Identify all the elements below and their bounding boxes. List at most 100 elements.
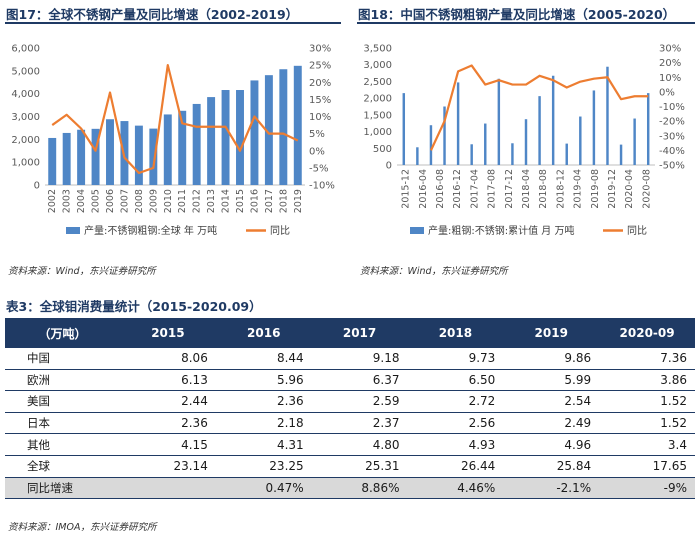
table-cell: 4.93 <box>407 433 504 456</box>
table-cell: 4.96 <box>503 433 600 456</box>
x-tick-label: 2010 <box>163 189 174 213</box>
table-cell: 1.52 <box>599 390 695 413</box>
y-tick-label-right: 10% <box>309 112 331 123</box>
x-tick-label: 2006 <box>105 189 116 213</box>
table-cell: 1.52 <box>599 412 695 435</box>
legend-label-line: 同比 <box>627 225 647 237</box>
table-cell: -2.1% <box>503 477 600 500</box>
x-tick-label: 2018 <box>278 189 289 213</box>
y-tick-label-left: 2,500 <box>363 77 392 88</box>
table-cell: 9.86 <box>503 348 600 370</box>
table-row-label: 全球 <box>5 455 120 478</box>
table-cell: 6.50 <box>407 369 504 392</box>
y-tick-label-left: 2,000 <box>11 135 40 146</box>
bar <box>91 128 100 185</box>
fig17-title: 图17：全球不锈钢产量及同比增速（2002-2019） <box>6 7 299 22</box>
x-tick-label: 2018-04 <box>521 169 532 209</box>
y-tick-label-right: -50% <box>659 161 685 172</box>
x-tick-label: 2020-04 <box>624 169 635 209</box>
table-cell: 2.56 <box>407 412 504 435</box>
x-tick-label: 2005 <box>91 189 102 213</box>
table-row: 同比增速 0.47% 8.86% 4.46% -2.1% -9% <box>5 477 695 500</box>
bar <box>178 110 187 185</box>
table-cell: 6.13 <box>120 369 216 392</box>
x-tick-label: 2015 <box>235 189 246 213</box>
y-tick-label-left: 6,000 <box>11 44 40 55</box>
table-cell: 2.44 <box>120 390 216 413</box>
table-row: 全球 23.14 23.25 25.31 26.44 25.84 17.65 <box>5 455 695 478</box>
y-tick-label-left: 500 <box>373 144 392 155</box>
bar <box>497 78 501 165</box>
y-tick-label-left: 1,000 <box>363 127 392 138</box>
table-cell: 2.36 <box>215 390 312 413</box>
table3-header-unit: （万吨） <box>5 318 120 348</box>
y-tick-label-right: 15% <box>309 95 331 106</box>
table-row: 日本 2.36 2.18 2.37 2.56 2.49 1.52 <box>5 412 695 435</box>
x-tick-label: 2007 <box>119 189 130 213</box>
bar <box>402 93 406 165</box>
table-row: 欧洲 6.13 5.96 6.37 6.50 5.99 3.86 <box>5 369 695 392</box>
table-cell: 7.36 <box>599 348 695 370</box>
x-tick-label: 2014 <box>221 189 232 213</box>
bar <box>192 103 201 185</box>
y-tick-label-right: 0% <box>659 87 675 98</box>
y-tick-label-right: -20% <box>659 117 685 128</box>
bar <box>416 147 419 165</box>
table-row: 中国 8.06 8.44 9.18 9.73 9.86 7.36 <box>5 348 695 370</box>
table-cell: 17.65 <box>599 455 695 478</box>
table-cell: 2.37 <box>311 412 408 435</box>
fig18-title-underline <box>357 22 695 24</box>
bar <box>264 75 273 185</box>
bar <box>236 90 244 185</box>
table3-header-2018: 2018 <box>407 318 504 348</box>
fig17-chart: 0 1,000 2,000 3,000 4,000 5,000 6,000 -10% -5% 0%… <box>11 44 334 238</box>
table-cell: 4.80 <box>311 433 408 456</box>
x-tick-label: 2017-12 <box>504 169 515 209</box>
table3-title: 表3：全球钼消费量统计（2015-2020.09） <box>6 299 262 314</box>
x-tick-label: 2002 <box>47 189 58 213</box>
x-tick-label: 2016-04 <box>418 169 429 209</box>
bar <box>279 69 288 185</box>
x-tick-label: 2019-12 <box>607 169 618 209</box>
fig18-title: 图18：中国不锈钢粗钢产量及同比增速（2005-2020） <box>358 7 676 22</box>
y-tick-label-right: 30% <box>659 44 681 55</box>
table-cell: 2.72 <box>407 390 504 413</box>
bar <box>207 97 216 185</box>
bar <box>619 144 623 165</box>
legend-label-line: 同比 <box>270 225 290 237</box>
bar <box>250 80 259 185</box>
table3: （万吨） 2015 2016 2017 2018 2019 2020-09 中国… <box>5 318 695 500</box>
x-tick-label: 2019-04 <box>573 169 584 209</box>
bar <box>456 82 460 165</box>
table3-header-2015: 2015 <box>120 318 216 348</box>
bar <box>633 118 636 165</box>
bar <box>538 96 541 165</box>
x-tick-label: 2018-12 <box>555 169 566 209</box>
x-tick-label: 2016 <box>249 189 260 213</box>
x-tick-label: 2016-12 <box>452 169 463 209</box>
table-cell: 5.99 <box>503 369 600 392</box>
table-cell: 2.59 <box>311 390 408 413</box>
table-cell: 2.54 <box>503 390 600 413</box>
bar <box>77 129 86 185</box>
x-tick-label: 2004 <box>76 189 87 213</box>
bar <box>579 116 582 165</box>
table-cell: 23.25 <box>215 455 312 478</box>
bar <box>221 90 230 185</box>
y-tick-label-left: 1,500 <box>363 110 392 121</box>
bar <box>646 93 650 165</box>
bar <box>524 119 528 165</box>
legend-label-bar: 产量:不锈钢粗钢:全球 年 万吨 <box>84 224 217 237</box>
table-row: 美国 2.44 2.36 2.59 2.72 2.54 1.52 <box>5 390 695 413</box>
bar <box>484 123 487 165</box>
table3-header-row: （万吨） 2015 2016 2017 2018 2019 2020-09 <box>5 318 695 348</box>
table3-source: 资料来源：IMOA，东兴证券研究所 <box>8 522 157 533</box>
table-row-label: 美国 <box>5 390 120 413</box>
bar <box>106 119 114 185</box>
table-row: 其他 4.15 4.31 4.80 4.93 4.96 3.4 <box>5 433 695 456</box>
table-cell: 3.4 <box>599 433 695 456</box>
fig17-source: 资料来源：Wind，东兴证券研究所 <box>8 266 156 277</box>
y-tick-label-right: -5% <box>309 163 328 174</box>
y-tick-label-right: 20% <box>659 58 681 69</box>
bar <box>606 66 609 165</box>
